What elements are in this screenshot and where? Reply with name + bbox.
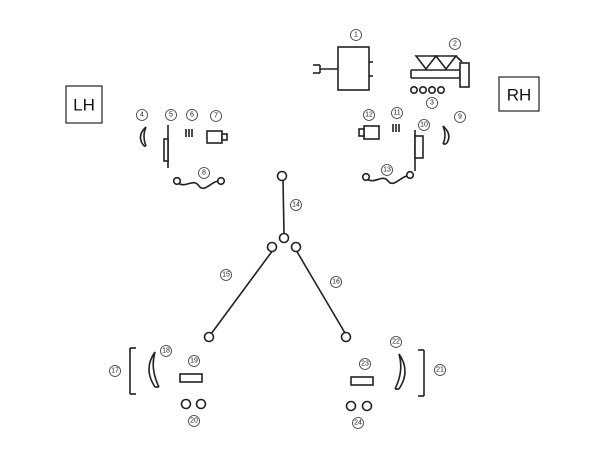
callout-7: 7	[210, 110, 222, 122]
callout-16: 16	[330, 276, 342, 288]
part-lh-sensor-cover	[139, 126, 147, 147]
part-rh-spacers	[392, 124, 400, 132]
callout-18: 18	[160, 345, 172, 357]
callout-13: 13	[381, 164, 393, 176]
callout-label: 11	[393, 110, 400, 117]
callout-label: 14	[292, 202, 300, 209]
part-control-module	[313, 46, 373, 91]
rh-label: RH	[507, 86, 532, 105]
callout-11: 11	[391, 107, 403, 119]
part-rh-sensor-cover	[442, 125, 450, 145]
lh-label-box: LH	[65, 85, 103, 124]
part-lh-sensor	[206, 130, 228, 144]
callout-label: 21	[436, 367, 444, 374]
callout-label: 7	[214, 113, 218, 120]
part-lh-spacers	[185, 129, 193, 137]
part-connector-bracket	[410, 55, 470, 88]
callout-1: 1	[350, 29, 362, 41]
part-rh-rear-bracket	[418, 349, 425, 397]
callout-label: 17	[111, 368, 119, 375]
callout-label: 12	[365, 112, 373, 119]
part-lh-harness	[172, 176, 226, 189]
callout-24: 24	[352, 417, 364, 429]
callout-15: 15	[220, 269, 232, 281]
callout-label: 5	[169, 112, 173, 119]
callout-14: 14	[290, 199, 302, 211]
callout-8: 8	[198, 167, 210, 179]
callout-label: 2	[453, 41, 457, 48]
callout-label: 15	[222, 272, 230, 279]
callout-label: 9	[458, 114, 462, 121]
callout-label: 1	[354, 32, 358, 39]
callout-20: 20	[188, 415, 200, 427]
callout-label: 23	[361, 361, 369, 368]
part-grommets	[409, 86, 445, 95]
callout-label: 13	[383, 167, 391, 174]
callout-3: 3	[426, 97, 438, 109]
callout-23: 23	[359, 358, 371, 370]
part-rh-sensor	[358, 125, 380, 140]
callout-label: 10	[420, 122, 428, 129]
callout-10: 10	[418, 119, 430, 131]
callout-label: 22	[392, 339, 400, 346]
callout-21: 21	[434, 364, 446, 376]
part-rh-rear-sensor	[350, 376, 374, 386]
part-rh-harness	[361, 170, 415, 185]
callout-17: 17	[109, 365, 121, 377]
callout-9: 9	[454, 111, 466, 123]
callout-label: 19	[190, 358, 198, 365]
callout-2: 2	[449, 38, 461, 50]
callout-label: 16	[332, 279, 340, 286]
part-lh-rear-bracket	[129, 347, 136, 395]
rh-label-box: RH	[498, 76, 540, 112]
callout-label: 8	[202, 170, 206, 177]
part-lh-rear-sensor	[179, 373, 203, 383]
callout-label: 6	[190, 112, 194, 119]
callout-22: 22	[390, 336, 402, 348]
part-rh-rear-grommets	[345, 400, 373, 412]
callout-label: 18	[162, 348, 170, 355]
part-rh-bracket	[414, 130, 424, 171]
callout-label: 20	[190, 418, 198, 425]
lh-label: LH	[73, 96, 95, 115]
callout-4: 4	[136, 109, 148, 121]
part-rh-rear-cover	[394, 353, 406, 390]
callout-label: 4	[140, 112, 144, 119]
part-main-harness	[203, 170, 352, 343]
part-lh-rear-grommets	[180, 398, 207, 410]
callout-6: 6	[186, 109, 198, 121]
callout-12: 12	[363, 109, 375, 121]
callout-label: 24	[354, 420, 362, 427]
part-lh-bracket	[163, 125, 169, 168]
callout-19: 19	[188, 355, 200, 367]
part-lh-rear-cover	[148, 351, 160, 388]
callout-label: 3	[430, 100, 434, 107]
callout-5: 5	[165, 109, 177, 121]
